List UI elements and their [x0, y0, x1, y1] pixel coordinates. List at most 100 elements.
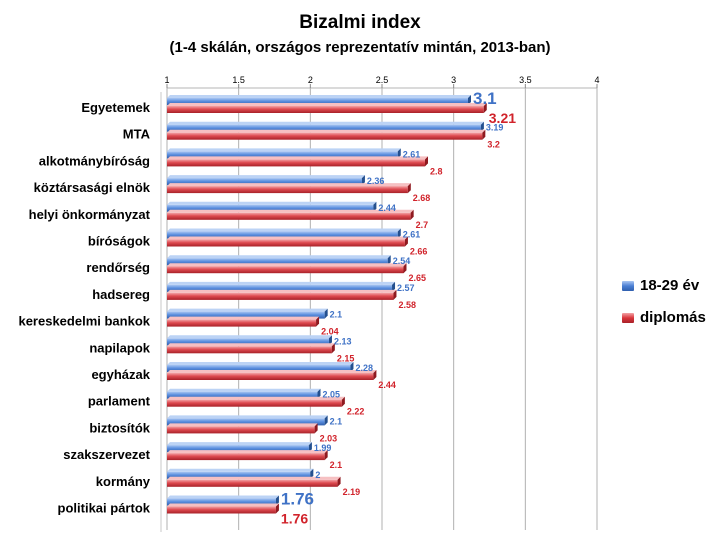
data-label-blue-9: 2.13 — [334, 336, 352, 346]
bar-side-blue-8 — [324, 308, 328, 319]
data-label-red-1: 3.2 — [487, 140, 500, 150]
bar-blue-12 — [167, 418, 325, 426]
bar-red-3 — [167, 186, 408, 194]
category-label-13: szakszervezet — [63, 447, 150, 462]
x-tick-label-6: 4 — [594, 75, 599, 85]
x-tick-label-5: 3.5 — [519, 75, 532, 85]
bar-top-red-1 — [167, 129, 486, 133]
bar-top-red-7 — [167, 289, 397, 293]
bar-blue-0 — [167, 98, 468, 105]
bar-top-red-9 — [167, 343, 335, 347]
bar-side-blue-14 — [310, 468, 314, 479]
category-label-2: alkotmánybíróság — [39, 153, 150, 168]
data-label-blue-7: 2.57 — [397, 283, 415, 293]
bar-red-9 — [167, 346, 332, 354]
bar-top-blue-7 — [167, 281, 396, 285]
bar-side-blue-0 — [468, 95, 471, 105]
bar-top-blue-15 — [167, 495, 279, 499]
bar-side-red-3 — [407, 183, 411, 194]
bar-top-blue-13 — [167, 442, 312, 446]
category-label-0: Egyetemek — [81, 100, 150, 115]
bar-side-red-7 — [393, 289, 397, 300]
bar-side-blue-11 — [317, 388, 321, 399]
bar-top-blue-2 — [167, 148, 401, 152]
bar-red-4 — [167, 212, 411, 220]
x-tick-labels: 1 1.5 2 2.5 3 3.5 4 — [164, 75, 599, 85]
data-label-red-3: 2.68 — [413, 193, 431, 203]
x-tick-label-4: 3 — [451, 75, 456, 85]
category-label-5: bíróságok — [88, 234, 151, 249]
data-label-blue-10: 2.28 — [355, 363, 373, 373]
bar-top-red-2 — [167, 156, 428, 160]
bar-red-2 — [167, 159, 425, 167]
bar-top-red-14 — [167, 476, 341, 480]
data-label-blue-15: 1.76 — [281, 490, 314, 509]
bar-side-red-12 — [314, 423, 318, 434]
bar-side-red-6 — [403, 263, 407, 274]
data-label-blue-5: 2.61 — [403, 230, 421, 240]
data-label-blue-3: 2.36 — [367, 176, 385, 186]
bar-blue-8 — [167, 311, 325, 319]
data-label-blue-0: 3.1 — [473, 89, 497, 108]
bar-blue-7 — [167, 284, 393, 292]
bar-top-blue-0 — [167, 95, 471, 98]
data-labels-layer: 3.13.213.193.22.612.82.362.682.442.72.61… — [281, 89, 516, 527]
category-label-11: parlament — [88, 394, 151, 409]
chart-title: Bizalmi index — [299, 12, 421, 33]
data-label-blue-14: 2 — [315, 470, 320, 480]
bar-side-blue-6 — [387, 255, 391, 266]
bar-top-blue-11 — [167, 388, 321, 392]
data-label-red-10: 2.44 — [378, 380, 396, 390]
bar-red-13 — [167, 453, 325, 461]
x-tick-label-1: 1.5 — [232, 75, 245, 85]
bar-side-blue-13 — [308, 442, 312, 453]
bar-red-15 — [167, 506, 276, 514]
bar-red-10 — [167, 373, 374, 380]
bar-top-red-4 — [167, 209, 414, 213]
data-label-blue-12: 2.1 — [330, 416, 343, 426]
bars-layer — [167, 95, 487, 514]
data-label-red-14: 2.19 — [343, 487, 361, 497]
category-label-4: helyi önkormányzat — [29, 207, 151, 222]
x-tick-label-2: 2 — [308, 75, 313, 85]
bar-top-blue-10 — [167, 362, 354, 365]
category-labels: Egyetemek MTA alkotmánybíróság köztársasági… — [18, 100, 150, 516]
data-label-red-9: 2.15 — [337, 353, 355, 363]
bar-side-red-0 — [483, 103, 487, 113]
bar-top-red-11 — [167, 396, 345, 400]
legend-label-series-1: 18-29 év — [640, 277, 700, 294]
category-label-1: MTA — [123, 127, 151, 142]
bar-side-blue-12 — [324, 415, 328, 426]
bar-top-blue-6 — [167, 255, 391, 259]
bar-side-red-11 — [341, 396, 345, 407]
bar-blue-4 — [167, 204, 374, 212]
bar-blue-6 — [167, 258, 388, 266]
data-label-red-4: 2.7 — [416, 220, 429, 230]
bar-blue-14 — [167, 471, 311, 479]
category-label-3: köztársasági elnök — [34, 180, 151, 195]
bar-top-red-5 — [167, 236, 408, 240]
bar-red-14 — [167, 479, 338, 487]
data-label-blue-2: 2.61 — [403, 149, 421, 159]
data-label-red-7: 2.58 — [398, 300, 416, 310]
bar-red-0 — [167, 106, 484, 113]
bar-side-red-1 — [482, 129, 486, 140]
data-label-red-15: 1.76 — [281, 511, 308, 527]
bar-side-red-2 — [425, 156, 428, 167]
data-label-blue-1: 3.19 — [486, 123, 504, 133]
category-label-12: biztosítók — [89, 420, 150, 435]
category-label-7: hadsereg — [92, 287, 150, 302]
bar-top-red-0 — [167, 103, 487, 106]
category-label-9: napilapok — [89, 340, 150, 355]
bar-top-red-12 — [167, 423, 318, 427]
bar-top-blue-12 — [167, 415, 328, 419]
bar-side-blue-3 — [361, 175, 365, 186]
bar-side-blue-7 — [392, 281, 396, 292]
bar-side-red-14 — [337, 476, 341, 487]
bar-top-red-10 — [167, 370, 377, 373]
x-tick-label-0: 1 — [164, 75, 169, 85]
data-label-blue-4: 2.44 — [378, 203, 396, 213]
data-label-red-12: 2.03 — [320, 433, 338, 443]
data-label-red-2: 2.8 — [430, 166, 443, 176]
